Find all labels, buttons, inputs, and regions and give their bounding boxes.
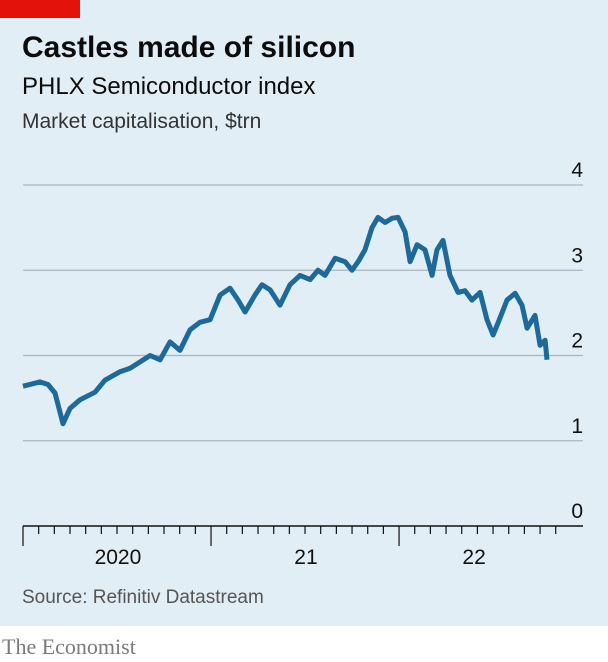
chart-background (0, 0, 608, 626)
y-tick-label: 2 (571, 330, 583, 353)
data-line (22, 214, 550, 427)
y-tick-label: 3 (571, 244, 583, 267)
chart-subtitle: PHLX Semiconductor index (22, 73, 315, 100)
brand: The Economist (2, 634, 136, 659)
source: Source: Refinitiv Datastream (22, 587, 264, 608)
y-tick-label: 4 (571, 159, 583, 182)
x-tick-label: 2020 (95, 546, 142, 569)
chart-title: Castles made of silicon (22, 31, 355, 64)
y-tick-label: 1 (571, 415, 583, 438)
x-tick-label: 21 (294, 546, 317, 569)
brand-tag (0, 0, 80, 18)
y-tick-label: 0 (571, 500, 583, 523)
x-tick-label: 22 (462, 546, 485, 569)
y-axis-label: Market capitalisation, $trn (22, 110, 261, 133)
